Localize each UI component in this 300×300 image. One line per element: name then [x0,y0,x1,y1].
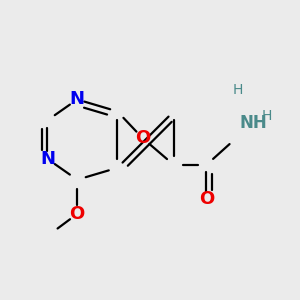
Text: O: O [135,129,150,147]
Text: NH: NH [239,114,267,132]
Text: O: O [70,205,85,223]
Text: N: N [40,150,55,168]
Text: H: H [262,109,272,123]
Text: H: H [233,82,244,97]
Text: N: N [70,91,85,109]
Text: O: O [199,190,214,208]
